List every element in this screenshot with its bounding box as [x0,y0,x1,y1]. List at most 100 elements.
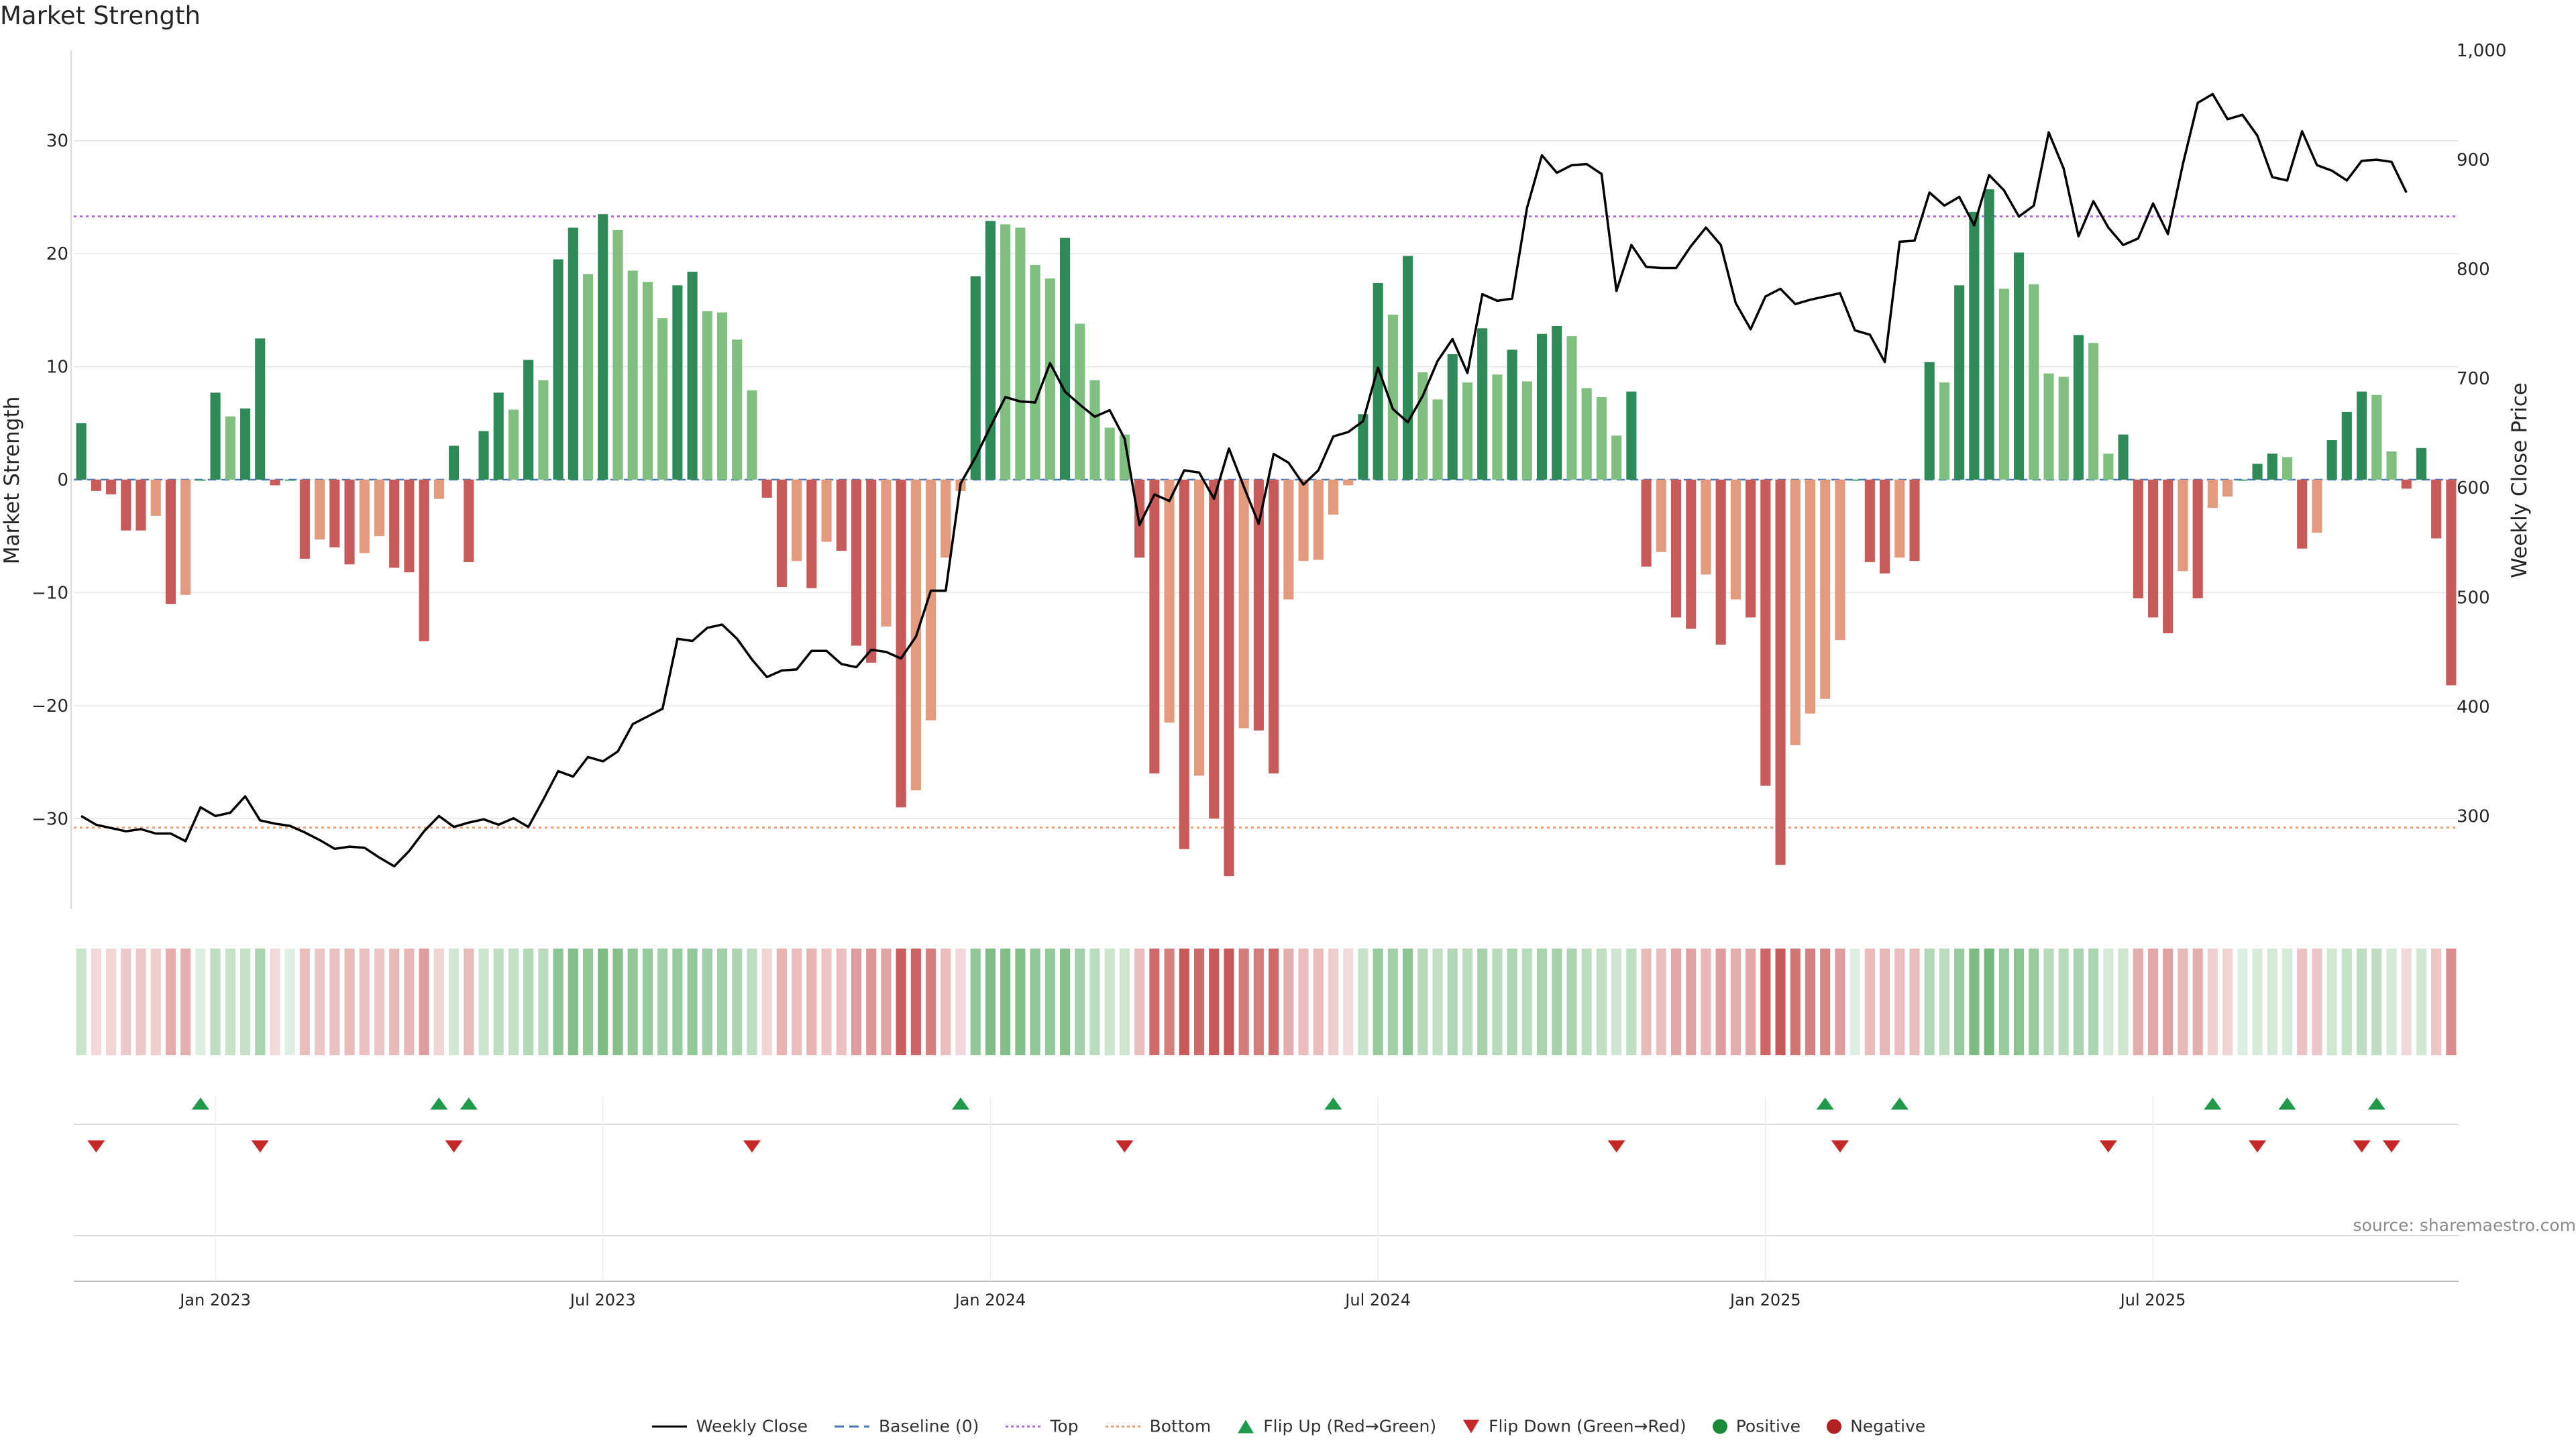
strength-bars [76,189,2457,877]
strength-bar [1328,480,1339,515]
heat-cell [1835,949,1845,1055]
heat-cell [1715,949,1726,1055]
strength-bar [2446,480,2457,686]
heat-cell [1880,949,1890,1055]
flip-down-marker [1607,1140,1625,1152]
flip-down-marker [1116,1140,1134,1152]
strength-bar [627,270,638,480]
strength-bar [1447,354,1458,480]
strength-bar [1849,480,1860,481]
heat-cell [2222,949,2233,1055]
heat-cell [538,949,549,1055]
strength-bar [2178,480,2188,572]
heat-cell [896,949,906,1055]
legend-label: Weekly Close [696,1416,808,1436]
strength-bar [851,480,862,646]
y2-tick-label: 500 [2457,588,2490,608]
heat-cell [150,949,161,1055]
strength-bar [255,338,266,480]
heat-cell [1477,949,1488,1055]
heat-cell [716,949,728,1055]
heat-cell [419,949,429,1055]
flip-up-marker [191,1097,209,1110]
strength-bar [1000,224,1011,480]
heat-cell [1521,949,1532,1055]
strength-bar [2297,480,2308,549]
flip-down-marker [445,1140,463,1152]
strength-bar [2222,480,2233,497]
strength-bar [2207,480,2218,508]
strength-bar [210,392,221,480]
strength-bar [2133,480,2143,598]
heat-cell [657,949,668,1055]
heat-cell [806,949,817,1055]
heat-cell [1343,949,1354,1055]
y-tick-label: −20 [32,696,68,716]
heat-cell [1984,949,1994,1055]
heat-cell [91,949,101,1055]
heat-cell [1149,949,1160,1055]
heat-cell [2043,949,2054,1055]
strength-bar [344,480,355,565]
strength-bar [1626,391,1637,480]
x-tick-label: Jul 2023 [569,1291,636,1309]
strength-bar [2431,480,2442,539]
strength-bar [2103,453,2114,480]
heat-cell [2341,949,2352,1055]
strength-bar [419,480,429,641]
strength-bar [478,431,489,480]
heat-cell [1536,949,1548,1055]
heat-cell [582,949,594,1055]
strength-bar [1701,480,1711,575]
strength-bar [2401,480,2412,489]
flip-markers [74,1097,2459,1236]
strength-bar [195,480,206,481]
strength-bar [1358,414,1368,480]
strength-bar [2357,391,2367,480]
legend-label: Positive [1735,1416,1801,1436]
strength-bar [1224,480,1234,877]
heat-cell [523,949,534,1055]
strength-bar [1193,480,1205,776]
heat-cell [985,949,996,1055]
strength-bar [1089,380,1100,480]
strength-bar [1686,480,1697,629]
heat-cell [1939,949,1950,1055]
heat-cell [1179,949,1189,1055]
solid-line-icon [651,1425,687,1428]
strength-bar [508,409,519,480]
heat-cell [1298,949,1309,1055]
heat-cell [2297,949,2308,1055]
strength-bar [523,360,534,480]
heat-cell [2058,949,2069,1055]
strength-bar [687,272,698,480]
strength-bar [2088,343,2099,480]
legend-label: Bottom [1149,1416,1212,1436]
heat-cell [2312,949,2322,1055]
heat-cell [2431,949,2442,1055]
legend-label: Top [1050,1416,1079,1436]
heat-cell [821,949,832,1055]
heat-cell [672,949,683,1055]
price-line [80,93,2408,868]
heat-cell [1894,949,1905,1055]
heat-cell [910,949,921,1055]
strength-bar [1492,374,1503,480]
heat-cell [1969,949,1980,1055]
flip-up-marker [1890,1097,1909,1110]
strength-bar [702,311,712,480]
strength-bar [792,480,802,561]
heat-cell [2147,949,2159,1055]
source-note: source: sharemaestro.com [2353,1216,2576,1235]
heat-cell [1269,949,1279,1055]
heat-cell [299,949,310,1055]
heat-cell [508,949,519,1055]
strength-bar [2371,394,2382,480]
heat-cell [1044,949,1055,1055]
heat-cell [1015,949,1026,1055]
strength-bar [1044,278,1055,480]
heat-cell [195,949,206,1055]
heat-strip [76,949,2457,1055]
flip-up-marker [430,1097,448,1110]
